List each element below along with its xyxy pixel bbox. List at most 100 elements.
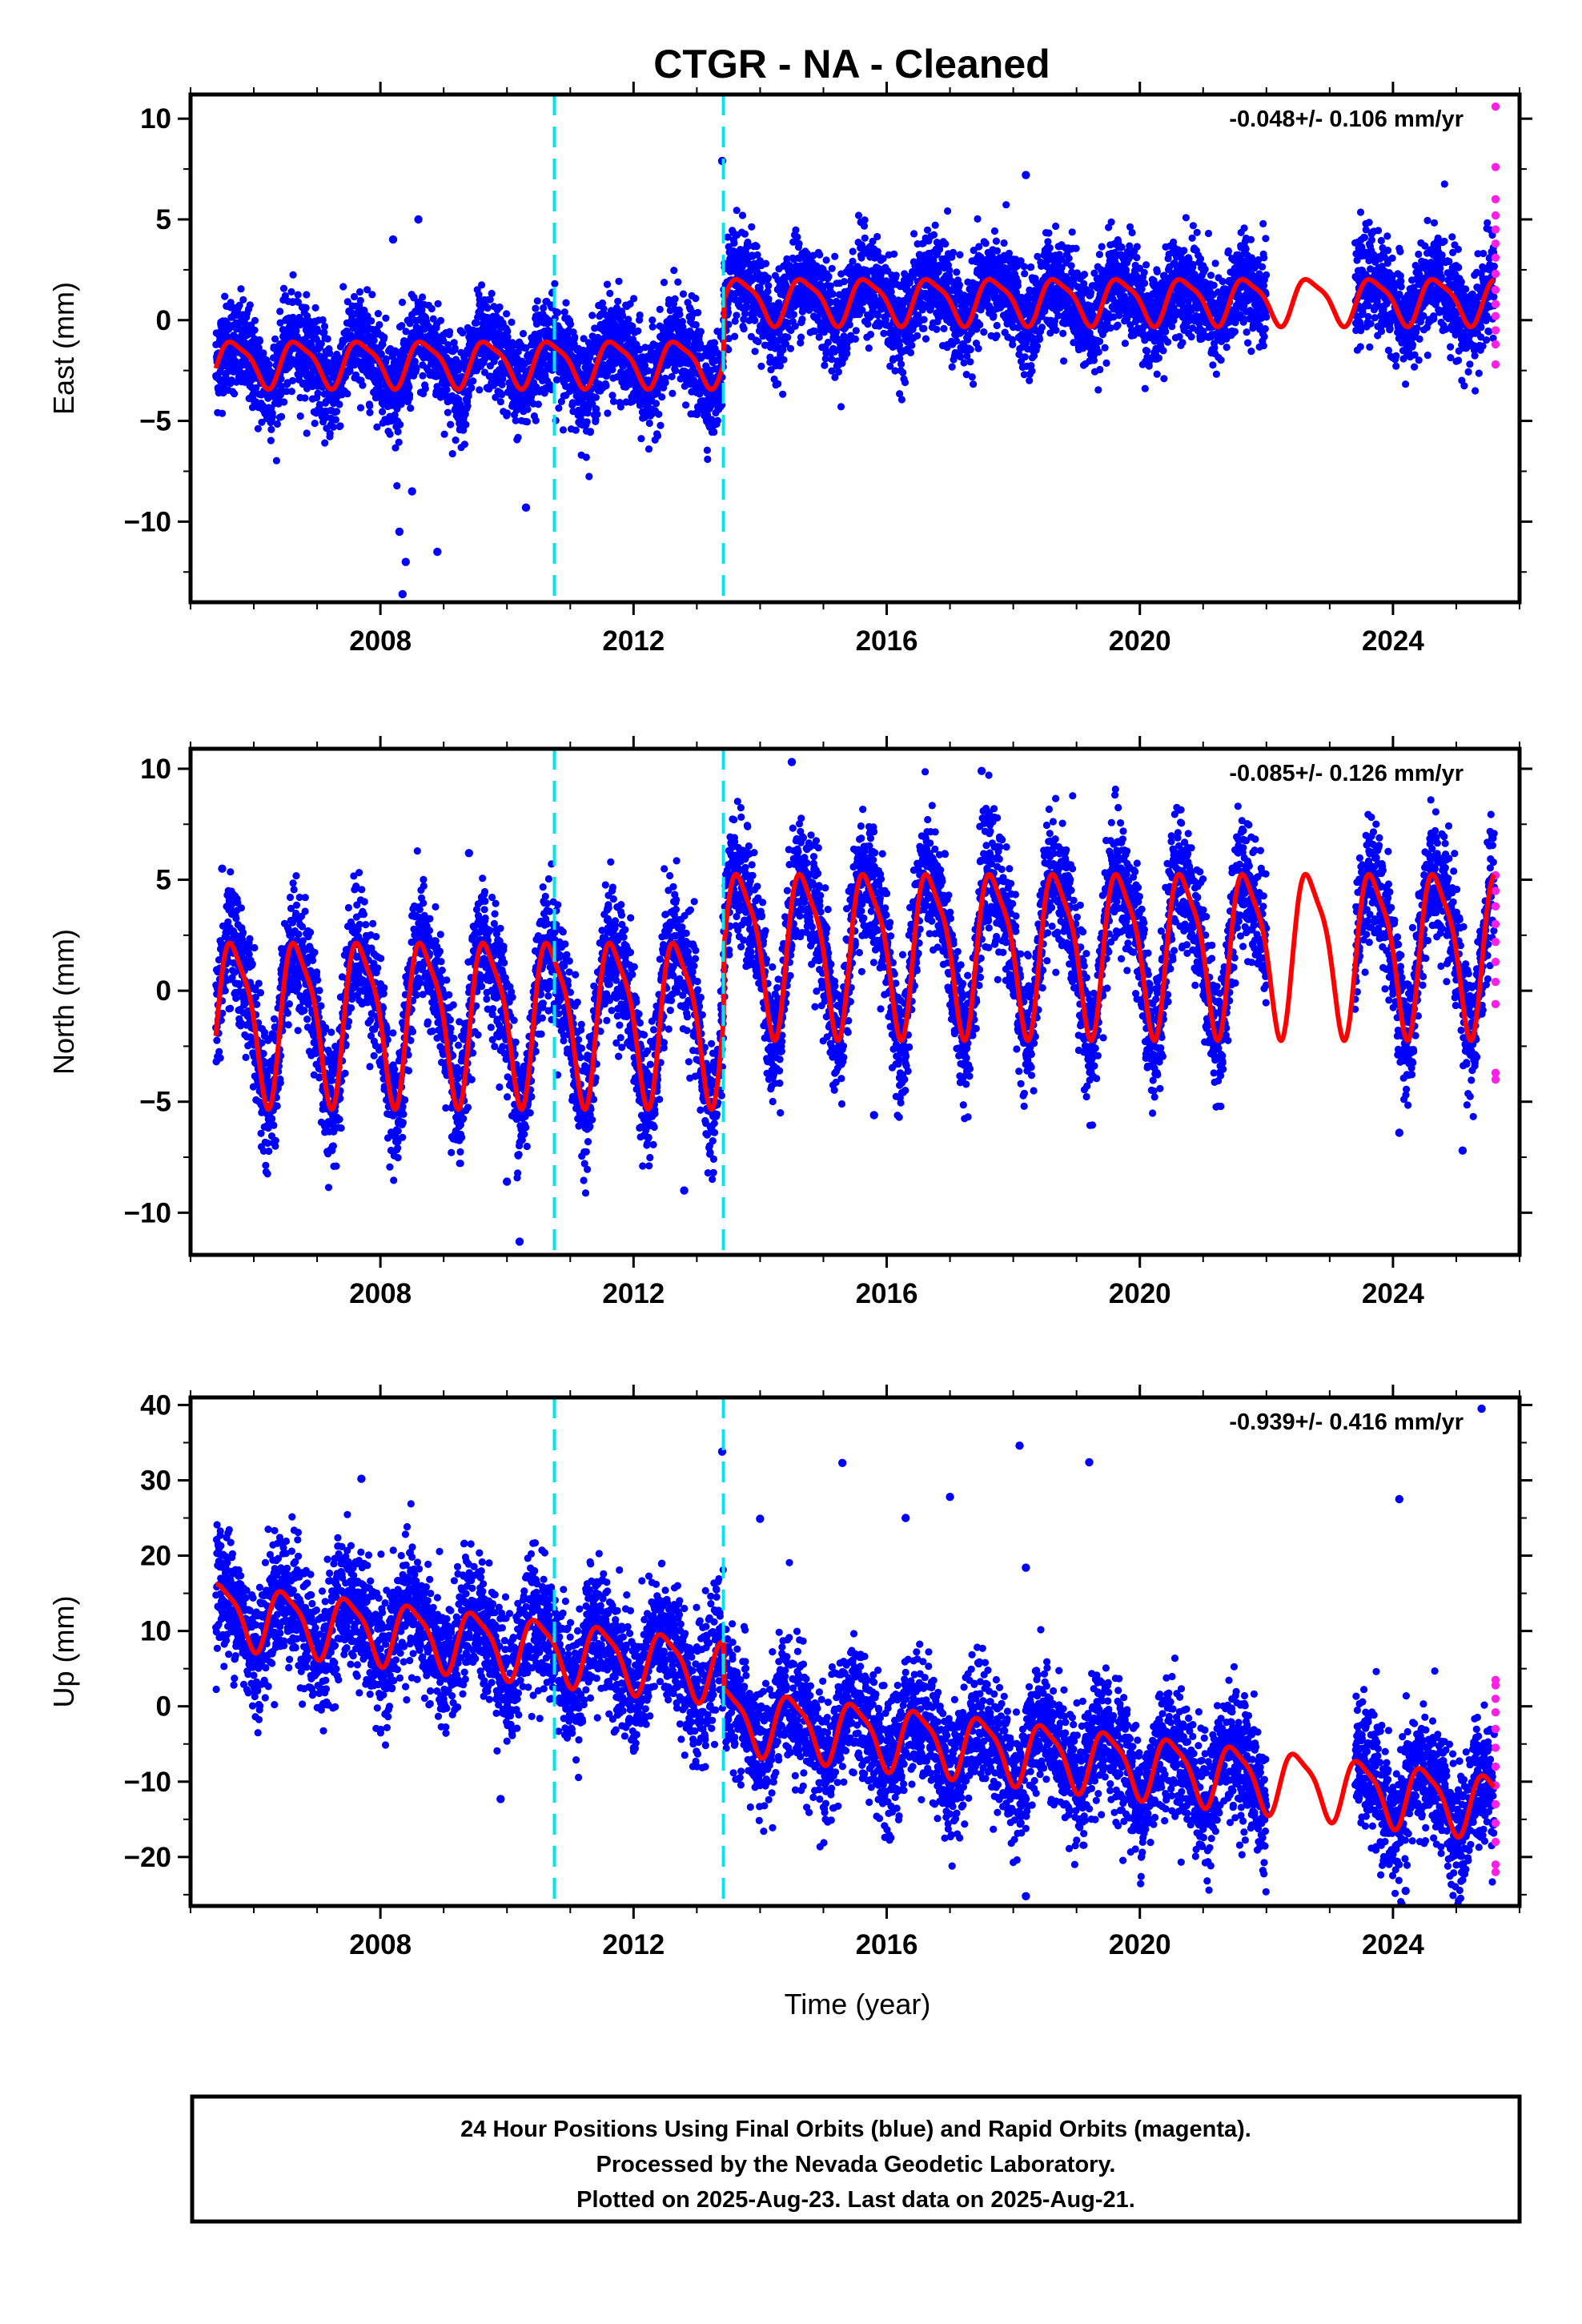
- east-final-point: [960, 359, 968, 367]
- east-final-point: [786, 344, 795, 352]
- east-final-point: [343, 390, 351, 398]
- east-final-point: [320, 353, 328, 361]
- east-final-point: [966, 358, 974, 366]
- east-final-point: [446, 328, 454, 336]
- east-final-point: [1009, 340, 1017, 348]
- east-final-point: [948, 363, 956, 371]
- east-final-point: [588, 312, 596, 320]
- east-final-point: [679, 290, 688, 298]
- east-final-point: [468, 384, 476, 392]
- east-final-point: [873, 232, 881, 241]
- east-final-point: [751, 348, 759, 356]
- east-final-point: [356, 296, 364, 304]
- east-final-point: [795, 239, 803, 247]
- east-final-point: [866, 331, 875, 339]
- east-final-point: [496, 398, 505, 406]
- east-final-point: [674, 278, 682, 286]
- east-final-point: [367, 317, 375, 325]
- east-final-point: [380, 333, 388, 341]
- east-final-point: [251, 326, 259, 334]
- east-final-point: [993, 332, 1001, 340]
- east-final-point: [784, 333, 792, 341]
- east-final-point: [976, 320, 984, 329]
- east-final-point: [332, 408, 341, 416]
- east-final-point: [1000, 239, 1008, 247]
- east-final-point: [861, 234, 869, 242]
- east-final-point: [1033, 342, 1042, 350]
- east-final-point: [254, 424, 262, 432]
- east-final-point: [968, 373, 976, 381]
- east-final-point: [374, 310, 382, 318]
- east-final-point: [1021, 353, 1029, 361]
- east-final-point: [331, 416, 339, 424]
- east-final-point: [669, 389, 677, 397]
- east-final-point: [320, 322, 329, 331]
- east-final-point: [834, 368, 842, 376]
- east-final-point: [913, 332, 921, 340]
- east-final-point: [1026, 376, 1034, 384]
- east-final-point: [294, 298, 302, 306]
- east-final-point: [258, 418, 266, 426]
- east-final-point: [740, 325, 748, 333]
- east-final-point: [277, 375, 285, 383]
- east-final-point: [532, 304, 540, 312]
- east-final-point: [314, 328, 322, 336]
- east-final-point: [682, 401, 690, 409]
- east-final-point: [655, 410, 663, 418]
- east-final-point: [326, 429, 334, 437]
- east-final-point: [514, 433, 522, 441]
- east-final-point: [974, 215, 982, 223]
- east-final-point: [754, 338, 762, 346]
- east-final-point: [653, 432, 662, 440]
- east-final-point: [406, 391, 414, 399]
- east-final-point: [533, 297, 541, 305]
- east-final-point: [329, 423, 337, 431]
- east-final-point: [630, 295, 638, 303]
- east-final-point: [402, 328, 410, 336]
- east-final-point: [532, 416, 540, 424]
- east-final-point: [464, 402, 472, 410]
- east-final-point: [412, 365, 420, 373]
- east-final-point: [436, 316, 445, 324]
- east-final-point: [615, 277, 623, 285]
- east-final-point: [757, 362, 765, 370]
- east-final-point: [920, 324, 928, 332]
- east-final-point: [660, 279, 669, 287]
- east-final-point: [443, 386, 451, 394]
- east-final-point: [268, 412, 276, 420]
- east-final-point: [637, 435, 645, 443]
- east-final-point: [840, 278, 848, 286]
- east-final-point: [488, 289, 496, 298]
- east-final-point: [648, 323, 656, 331]
- east-final-point: [920, 316, 928, 324]
- east-final-point: [1068, 228, 1076, 236]
- east-final-point: [395, 438, 403, 446]
- east-final-point: [1052, 222, 1060, 231]
- east-final-point: [231, 390, 239, 398]
- east-final-point: [933, 325, 941, 333]
- east-final-point: [277, 382, 285, 391]
- east-final-point: [697, 328, 705, 336]
- east-final-point: [1020, 263, 1028, 271]
- east-final-point: [222, 372, 230, 380]
- east-final-point: [382, 355, 390, 363]
- east-final-point: [444, 408, 452, 416]
- east-final-point: [1021, 270, 1029, 278]
- east-final-point: [966, 345, 974, 354]
- east-final-point: [921, 335, 930, 343]
- east-final-point: [956, 251, 964, 259]
- east-final-point: [252, 384, 260, 392]
- east-final-point: [519, 330, 528, 338]
- east-final-point: [303, 429, 311, 437]
- east-final-point: [992, 237, 1000, 245]
- east-final-point: [411, 357, 419, 365]
- east-final-point: [993, 321, 1001, 330]
- east-final-point: [751, 316, 759, 324]
- east-final-point: [292, 327, 300, 335]
- east-final-point: [350, 292, 359, 301]
- east-final-point: [1028, 367, 1036, 375]
- east-final-point: [837, 403, 845, 411]
- east-final-point: [356, 404, 365, 412]
- east-final-point: [363, 286, 371, 294]
